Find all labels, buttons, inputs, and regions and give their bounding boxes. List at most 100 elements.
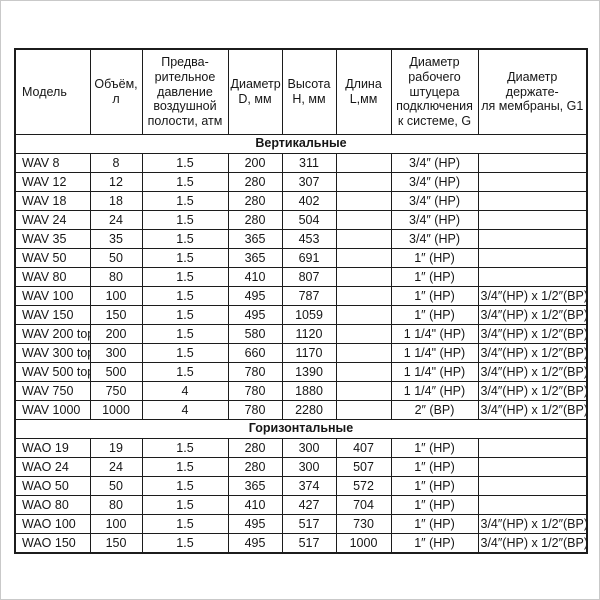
table-row: WAO 80 80 1.5 410 427 704 1″ (HP) — [14, 495, 588, 515]
value-cell: 19 — [89, 438, 143, 458]
value-cell: 280 — [227, 457, 283, 477]
value-cell: 4 — [141, 381, 229, 401]
value-cell: 1.5 — [141, 210, 229, 230]
value-cell: 280 — [227, 172, 283, 192]
value-cell: 3/4″(HP) x 1/2″(BP) — [477, 362, 588, 382]
value-cell — [477, 153, 588, 173]
value-cell — [477, 191, 588, 211]
value-cell: 80 — [89, 495, 143, 515]
section-row: Вертикальные — [14, 134, 588, 154]
value-cell: 280 — [227, 210, 283, 230]
value-cell: 374 — [281, 476, 337, 496]
value-cell: 1″ (HP) — [390, 457, 479, 477]
value-cell: 1059 — [281, 305, 337, 325]
table-row: WAV 1000 1000 4 780 2280 2″ (BP) 3/4″(HP) x 1/… — [14, 400, 588, 420]
value-cell: 517 — [281, 514, 337, 534]
table-row: WAV 300 top 300 1.5 660 1170 1 1/4" (HP) 3/4″(… — [14, 343, 588, 363]
value-cell: 365 — [227, 476, 283, 496]
value-cell — [335, 305, 392, 325]
table-row: WAV 200 top 200 1.5 580 1120 1 1/4" (HP) 3/4″(… — [14, 324, 588, 344]
value-cell: 365 — [227, 229, 283, 249]
column-header-7: Диаметр рабочего штуцера подключения к с… — [390, 48, 479, 135]
value-cell: 730 — [335, 514, 392, 534]
table-row: WAV 50 50 1.5 365 691 1″ (HP) — [14, 248, 588, 268]
model-cell: WAV 750 — [14, 381, 91, 401]
value-cell: 1″ (HP) — [390, 476, 479, 496]
table-row: WAO 19 19 1.5 280 300 407 1″ (HP) — [14, 438, 588, 458]
value-cell — [335, 381, 392, 401]
value-cell: 517 — [281, 533, 337, 554]
table-row: WAO 24 24 1.5 280 300 507 1″ (HP) — [14, 457, 588, 477]
value-cell: 402 — [281, 191, 337, 211]
column-header-5: Высота H, мм — [281, 48, 337, 135]
value-cell: 100 — [89, 286, 143, 306]
value-cell: 660 — [227, 343, 283, 363]
value-cell: 3/4″(HP) x 1/2″(BP) — [477, 305, 588, 325]
value-cell: 300 — [89, 343, 143, 363]
value-cell: 3/4″(HP) x 1/2″(BP) — [477, 533, 588, 554]
value-cell: 1.5 — [141, 514, 229, 534]
value-cell: 3/4″(HP) x 1/2″(BP) — [477, 286, 588, 306]
value-cell: 780 — [227, 381, 283, 401]
value-cell: 50 — [89, 248, 143, 268]
value-cell: 3/4″ (HP) — [390, 191, 479, 211]
value-cell: 35 — [89, 229, 143, 249]
value-cell — [335, 191, 392, 211]
value-cell: 3/4″ (HP) — [390, 210, 479, 230]
value-cell — [335, 229, 392, 249]
value-cell — [335, 400, 392, 420]
value-cell: 580 — [227, 324, 283, 344]
model-cell: WAV 35 — [14, 229, 91, 249]
value-cell: 18 — [89, 191, 143, 211]
model-cell: WAO 50 — [14, 476, 91, 496]
value-cell: 1.5 — [141, 457, 229, 477]
table-row: WAV 12 12 1.5 280 307 3/4″ (HP) — [14, 172, 588, 192]
model-cell: WAO 80 — [14, 495, 91, 515]
value-cell: 365 — [227, 248, 283, 268]
section-title: Горизонтальные — [14, 419, 588, 439]
value-cell: 4 — [141, 400, 229, 420]
value-cell: 3/4″ (HP) — [390, 229, 479, 249]
value-cell — [477, 495, 588, 515]
value-cell: 1″ (HP) — [390, 495, 479, 515]
value-cell: 3/4″(HP) x 1/2″(BP) — [477, 400, 588, 420]
spec-table-container: Модель Объём, л Предва- рительное давление… — [14, 48, 588, 554]
table-row: WAV 750 750 4 780 1880 1 1/4″ (HP) 3/4″(HP) x … — [14, 381, 588, 401]
value-cell: 1.5 — [141, 362, 229, 382]
table-row: WAO 50 50 1.5 365 374 572 1″ (HP) — [14, 476, 588, 496]
value-cell: 1.5 — [141, 533, 229, 554]
table-row: WAV 8 8 1.5 200 311 3/4″ (HP) — [14, 153, 588, 173]
model-cell: WAV 8 — [14, 153, 91, 173]
value-cell — [477, 229, 588, 249]
value-cell — [335, 267, 392, 287]
table-row: WAV 500 top 500 1.5 780 1390 1 1/4" (HP) 3/4″(… — [14, 362, 588, 382]
value-cell: 1.5 — [141, 324, 229, 344]
model-cell: WAO 24 — [14, 457, 91, 477]
value-cell: 691 — [281, 248, 337, 268]
value-cell: 24 — [89, 210, 143, 230]
value-cell: 1000 — [89, 400, 143, 420]
value-cell: 1.5 — [141, 248, 229, 268]
value-cell: 300 — [281, 457, 337, 477]
value-cell: 150 — [89, 305, 143, 325]
value-cell — [477, 438, 588, 458]
value-cell — [335, 210, 392, 230]
value-cell — [335, 153, 392, 173]
model-cell: WAV 50 — [14, 248, 91, 268]
value-cell: 3/4″ (HP) — [390, 153, 479, 173]
value-cell: 507 — [335, 457, 392, 477]
table-row: WAV 35 35 1.5 365 453 3/4″ (HP) — [14, 229, 588, 249]
column-header-3: Предва- рительное давление воздушной пол… — [141, 48, 229, 135]
model-cell: WAO 19 — [14, 438, 91, 458]
value-cell: 807 — [281, 267, 337, 287]
value-cell: 500 — [89, 362, 143, 382]
value-cell: 300 — [281, 438, 337, 458]
value-cell: 3/4″(HP) x 1/2″(BP) — [477, 324, 588, 344]
value-cell — [335, 362, 392, 382]
model-cell: WAV 100 — [14, 286, 91, 306]
value-cell: 1″ (HP) — [390, 267, 479, 287]
value-cell: 495 — [227, 305, 283, 325]
value-cell: 1.5 — [141, 438, 229, 458]
value-cell: 307 — [281, 172, 337, 192]
